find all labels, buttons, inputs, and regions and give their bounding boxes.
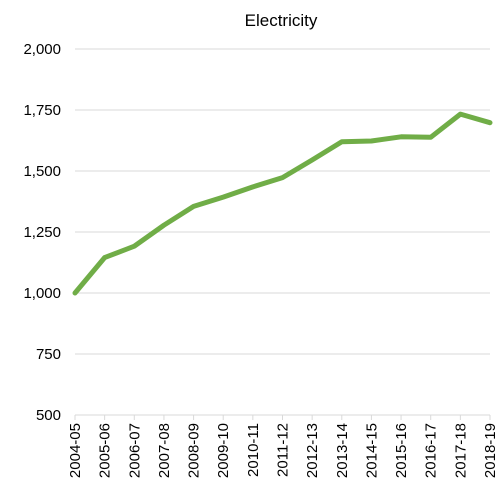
data-point xyxy=(428,135,433,140)
y-tick-label: 1,000 xyxy=(23,285,61,302)
gridlines xyxy=(75,48,490,355)
data-point xyxy=(488,120,493,125)
data-point xyxy=(458,112,463,117)
data-point xyxy=(310,158,315,163)
x-tick-label: 2014-15 xyxy=(363,423,380,478)
x-tick-label: 2017-18 xyxy=(452,423,469,478)
x-tick-label: 2008-09 xyxy=(186,423,203,478)
chart-title: Electricity xyxy=(245,11,318,30)
x-tick-label: 2011-12 xyxy=(275,423,292,477)
data-point xyxy=(399,134,404,139)
y-tick-label: 1,500 xyxy=(23,163,61,180)
data-point xyxy=(339,139,344,144)
x-tick-label: 2013-14 xyxy=(334,423,351,478)
series-layer xyxy=(72,111,493,296)
x-axis-labels: 2004-05 2005-06 2006-07 2007-08 2008-09 2009-… xyxy=(67,423,499,478)
x-tick-label: 2006-07 xyxy=(126,423,143,478)
x-tick-label: 2005-06 xyxy=(97,423,114,478)
x-tick-label: 2018-19 xyxy=(482,423,499,478)
y-tick-label: 2,000 xyxy=(23,41,61,58)
x-axis xyxy=(74,414,491,420)
x-tick-label: 2016-17 xyxy=(423,423,440,478)
data-point xyxy=(369,138,374,143)
data-point xyxy=(161,223,166,228)
x-tick-label: 2015-16 xyxy=(393,423,410,478)
x-tick-label: 2007-08 xyxy=(156,423,173,478)
data-point xyxy=(221,195,226,200)
x-tick-label: 2004-05 xyxy=(67,423,84,478)
data-point xyxy=(132,244,137,249)
series-line xyxy=(72,111,493,296)
data-point xyxy=(102,255,107,260)
data-point xyxy=(73,291,78,296)
x-tick-label: 2012-13 xyxy=(304,423,321,478)
y-tick-label: 1,750 xyxy=(23,102,61,119)
x-tick-label: 2009-10 xyxy=(215,423,232,478)
data-point xyxy=(250,184,255,189)
data-point xyxy=(280,175,285,180)
y-tick-label: 500 xyxy=(36,407,61,424)
y-tick-label: 1,250 xyxy=(23,224,61,241)
data-point xyxy=(191,204,196,209)
x-tick-label: 2010-11 xyxy=(245,423,262,477)
y-axis: 500 750 1,000 1,250 1,500 1,750 2,000 xyxy=(23,41,61,424)
y-tick-label: 750 xyxy=(36,346,61,363)
